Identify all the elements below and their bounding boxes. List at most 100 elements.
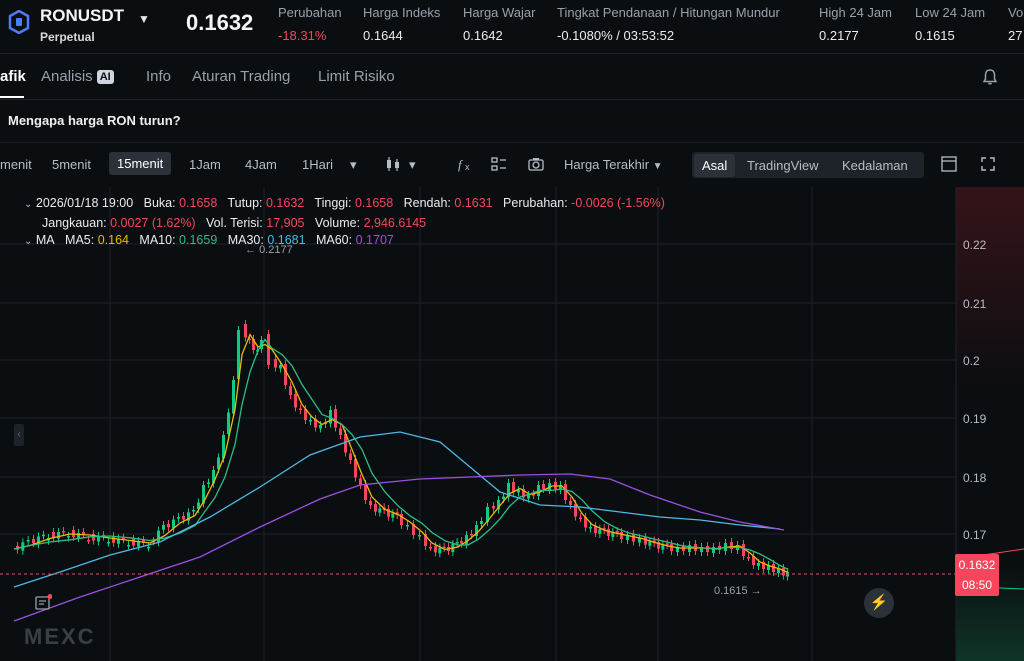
candle — [752, 556, 755, 565]
tab-trading-rules[interactable]: Aturan Trading — [192, 68, 291, 85]
stat-label: Vo — [1008, 5, 1024, 20]
ma5-line — [13, 333, 789, 574]
candle — [304, 409, 307, 420]
ma-legend: ⌄ MA MA5: 0.164 MA10: 0.1659 MA30: 0.168… — [24, 233, 394, 247]
tab-chart[interactable]: afik — [0, 68, 26, 85]
symbol-dropdown-icon[interactable]: ▼ — [138, 12, 150, 26]
y-tick: 0.22 — [963, 238, 987, 252]
collapse-panel-icon[interactable]: ‹ — [14, 424, 24, 446]
view-tradingview[interactable]: TradingView — [747, 158, 819, 173]
candle — [712, 547, 715, 553]
candle — [117, 538, 120, 544]
chart-grid — [0, 187, 956, 661]
candle — [279, 365, 282, 369]
stat-funding[interactable]: Tingkat Pendanaan / Hitungan Mundur -0.1… — [557, 5, 780, 43]
candle — [569, 501, 572, 505]
ma-lines — [13, 333, 789, 622]
view-original[interactable]: Asal — [694, 154, 736, 177]
candle — [232, 380, 235, 414]
candle-type-caret-icon[interactable]: ▾ — [409, 157, 416, 172]
close-value: 0.1632 — [265, 196, 305, 210]
candle — [197, 502, 200, 509]
tab-risk-limit[interactable]: Limit Risiko — [318, 68, 395, 85]
ohlc-row-2: Jangkauan: 0.0027 (1.62%) Vol. Terisi: 1… — [24, 214, 665, 232]
ohlc-info: ⌄ 2026/01/18 19:00 Buka: 0.1658 Tutup: 0… — [24, 194, 665, 232]
candle — [512, 482, 515, 492]
tab-label: Analisis — [41, 68, 93, 85]
candle — [222, 435, 225, 459]
timeframe-5min[interactable]: 5menit — [52, 157, 92, 172]
fullscreen-icon[interactable] — [979, 155, 997, 173]
ma-label: MA — [35, 233, 55, 247]
candle-type-icon[interactable] — [384, 155, 402, 173]
layout-icon[interactable] — [940, 155, 958, 173]
tab-info[interactable]: Info — [146, 68, 172, 85]
stat-label: High 24 Jam — [819, 5, 892, 20]
timeframe-more-icon[interactable]: ▾ — [350, 157, 357, 172]
stat-value: 0.1644 — [363, 28, 403, 43]
timeframe-4h[interactable]: 4Jam — [245, 157, 277, 172]
y-tick: 0.2 — [963, 354, 980, 368]
candle — [349, 453, 352, 460]
notebook-icon[interactable] — [34, 594, 52, 612]
candle — [706, 546, 709, 552]
stat-label: Tingkat Pendanaan / Hitungan Mundur — [557, 5, 780, 20]
ma60-value: 0.1707 — [355, 233, 394, 247]
candle — [594, 526, 597, 533]
candle — [227, 412, 230, 434]
tab-analysis[interactable]: Analisis AI — [41, 68, 114, 85]
price-source-select[interactable]: Harga Terakhir ▼ — [564, 157, 663, 172]
candle — [354, 459, 357, 478]
candle — [615, 531, 619, 533]
candle — [142, 540, 145, 542]
bell-icon[interactable] — [981, 68, 999, 86]
why-price-drop-link[interactable]: Mengapa harga RON turun? — [8, 113, 181, 128]
stat-volume: Vo 27 — [1008, 5, 1023, 43]
indicator-fx-icon[interactable]: f x — [456, 155, 474, 173]
candle — [644, 537, 647, 545]
timeframe-15min[interactable]: 15menit — [109, 152, 172, 175]
candle — [418, 535, 421, 537]
stat-value: 0.1642 — [463, 28, 503, 43]
low-marker: 0.1615 → — [714, 585, 762, 597]
timeframe-1h[interactable]: 1Jam — [189, 157, 221, 172]
candle — [112, 536, 115, 543]
candle — [207, 482, 210, 484]
candle — [665, 543, 669, 545]
candle — [442, 546, 446, 549]
ma30-value: 0.1681 — [267, 233, 306, 247]
candle — [584, 517, 587, 528]
candle — [378, 508, 382, 513]
camera-icon[interactable] — [527, 155, 545, 173]
candle — [475, 525, 478, 536]
candle — [661, 544, 665, 550]
symbol-name[interactable]: RONUSDT — [40, 6, 125, 25]
chevron-down-icon[interactable]: ⌄ — [24, 199, 33, 210]
candle — [202, 485, 205, 504]
stat-value: 0.1615 — [915, 28, 955, 43]
svg-text:f: f — [458, 157, 464, 172]
candle — [782, 568, 785, 576]
candle — [522, 489, 525, 498]
candle — [32, 539, 35, 544]
stat-label: Harga Wajar — [463, 5, 536, 20]
candle — [700, 547, 703, 552]
high-marker: ← 0.2177 — [245, 244, 293, 256]
candle — [187, 512, 190, 521]
indicator-list-icon[interactable] — [490, 155, 508, 173]
chevron-down-icon[interactable]: ⌄ — [24, 236, 33, 247]
candle — [182, 516, 185, 520]
timeframe-1d[interactable]: 1Hari — [302, 157, 334, 172]
stat-index-price: Harga Indeks 0.1644 — [363, 5, 440, 43]
candle — [369, 501, 372, 505]
candle — [329, 410, 332, 424]
timeframe-1min[interactable]: menit — [0, 157, 32, 172]
ma60-label: MA60: — [315, 233, 353, 247]
contract-type: Perpetual — [40, 30, 95, 44]
quick-trade-bolt-icon[interactable]: ⚡ — [864, 588, 894, 618]
stat-high-24h: High 24 Jam 0.2177 — [819, 5, 892, 43]
candle — [742, 544, 745, 556]
view-depth[interactable]: Kedalaman — [842, 158, 908, 173]
change-label: Perubahan: — [503, 196, 568, 210]
candle — [374, 504, 377, 512]
